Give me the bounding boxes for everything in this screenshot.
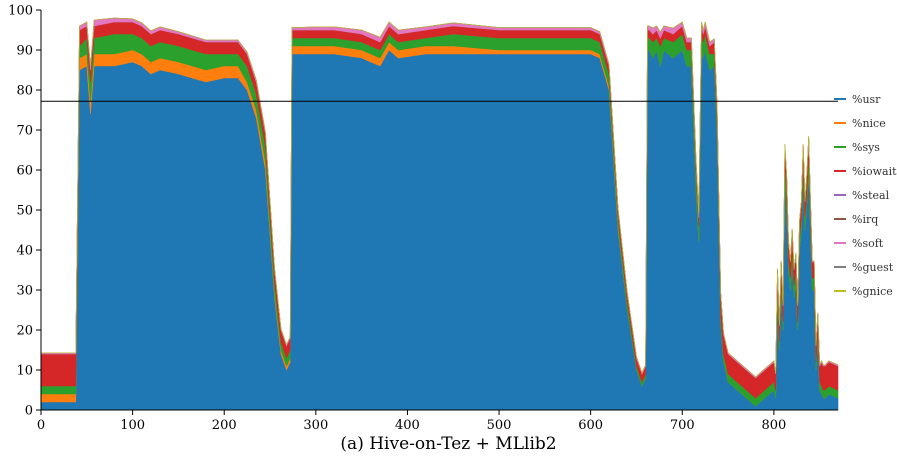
area-series-gnice xyxy=(41,17,839,378)
figure-caption: (a) Hive-on-Tez + MLlib2 xyxy=(340,434,557,454)
legend-label-soft: %soft xyxy=(852,237,884,250)
legend-label-steal: %steal xyxy=(852,189,890,202)
y-tick-label-0: 0 xyxy=(25,404,33,419)
x-tick-label-100: 100 xyxy=(120,418,145,433)
legend: %usr %nice %sys %iowait %steal %irq %soft %gues… xyxy=(834,93,897,298)
area-series-usr xyxy=(40,49,839,411)
x-tick-label-500: 500 xyxy=(487,418,512,433)
x-tick-label-300: 300 xyxy=(303,418,328,433)
y-tick-label-20: 20 xyxy=(16,324,33,339)
x-tick-label-600: 600 xyxy=(578,418,603,433)
legend-label-nice: %nice xyxy=(852,117,886,130)
legend-label-iowait: %iowait xyxy=(852,165,897,178)
stacked-areas xyxy=(40,17,839,411)
legend-label-usr: %usr xyxy=(852,93,881,106)
y-tick-label-10: 10 xyxy=(16,364,33,379)
x-tick-label-400: 400 xyxy=(395,418,420,433)
y-tick-label-40: 40 xyxy=(16,244,33,259)
y-tick-label-70: 70 xyxy=(16,124,33,139)
legend-label-irq: %irq xyxy=(852,213,878,226)
legend-label-guest: %guest xyxy=(852,261,894,274)
y-tick-label-100: 100 xyxy=(8,4,33,19)
axes: 0 10 20 30 40 50 60 70 80 90 100 0 100 200 300 400 500 60… xyxy=(8,4,838,433)
y-tick-label-50: 50 xyxy=(16,204,33,219)
y-tick-label-60: 60 xyxy=(16,164,33,179)
x-tick-label-800: 800 xyxy=(761,418,786,433)
y-tick-label-90: 90 xyxy=(16,44,33,59)
y-tick-label-80: 80 xyxy=(16,84,33,99)
x-tick-label-200: 200 xyxy=(212,418,237,433)
x-tick-label-0: 0 xyxy=(37,418,45,433)
legend-label-sys: %sys xyxy=(852,141,880,154)
x-tick-label-700: 700 xyxy=(670,418,695,433)
legend-label-gnice: %gnice xyxy=(852,285,893,298)
y-tick-label-30: 30 xyxy=(16,284,33,299)
